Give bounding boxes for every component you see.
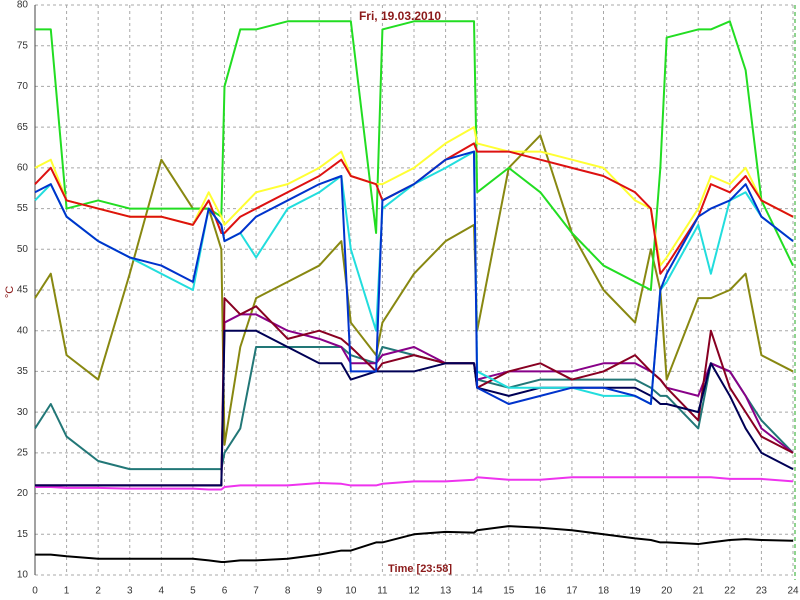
lines xyxy=(34,20,794,563)
data-line xyxy=(34,150,794,405)
x-axis-title: Time [23:58] xyxy=(388,563,452,575)
data-line xyxy=(35,525,794,563)
x-tick-label: 5 xyxy=(190,586,196,597)
x-tick-label: 8 xyxy=(285,586,291,597)
x-tick-label: 21 xyxy=(693,586,705,597)
x-tick-label: 22 xyxy=(724,586,736,597)
y-tick-label: 40 xyxy=(17,325,29,336)
x-tick-label: 1 xyxy=(64,586,70,597)
y-tick-label: 10 xyxy=(17,570,29,581)
y-tick-label: 75 xyxy=(17,40,29,51)
x-tick-label: 0 xyxy=(32,586,38,597)
data-line xyxy=(34,150,794,405)
data-line xyxy=(35,476,794,491)
y-tick-label: 45 xyxy=(17,285,29,296)
y-tick-label: 80 xyxy=(17,0,29,11)
x-tick-label: 13 xyxy=(440,586,452,597)
x-tick-label: 9 xyxy=(316,586,322,597)
x-tick-label: 18 xyxy=(598,586,610,597)
y-tick-label: 25 xyxy=(17,447,29,458)
x-tick-label: 16 xyxy=(535,586,547,597)
y-tick-label: 70 xyxy=(17,81,29,92)
y-tick-label: 35 xyxy=(17,366,29,377)
data-line xyxy=(34,134,794,446)
y-tick-label: 20 xyxy=(17,488,29,499)
x-tick-label: 2 xyxy=(95,586,101,597)
x-tick-label: 24 xyxy=(787,586,799,597)
y-axis-title: °C xyxy=(4,286,16,298)
chart-title: Fri, 19.03.2010 xyxy=(359,9,441,23)
x-tick-label: 20 xyxy=(661,586,673,597)
data-line xyxy=(35,20,794,291)
x-tick-label: 12 xyxy=(408,586,420,597)
y-tick-label: 15 xyxy=(17,529,29,540)
x-tick-label: 4 xyxy=(159,586,165,597)
x-tick-label: 23 xyxy=(756,586,768,597)
y-tick-label: 30 xyxy=(17,407,29,418)
y-tick-label: 65 xyxy=(17,122,29,133)
x-tick-label: 10 xyxy=(345,586,357,597)
y-tick-label: 55 xyxy=(17,203,29,214)
x-tick-label: 17 xyxy=(566,586,578,597)
x-tick-label: 6 xyxy=(222,586,228,597)
x-tick-label: 7 xyxy=(253,586,259,597)
x-tick-label: 15 xyxy=(503,586,515,597)
data-line xyxy=(35,329,794,487)
x-tick-label: 3 xyxy=(127,586,133,597)
x-tick-label: 19 xyxy=(630,586,642,597)
y-tick-label: 50 xyxy=(17,244,29,255)
x-tick-label: 11 xyxy=(377,586,388,597)
x-tick-label: 14 xyxy=(472,586,484,597)
y-tick-label: 60 xyxy=(17,162,29,173)
